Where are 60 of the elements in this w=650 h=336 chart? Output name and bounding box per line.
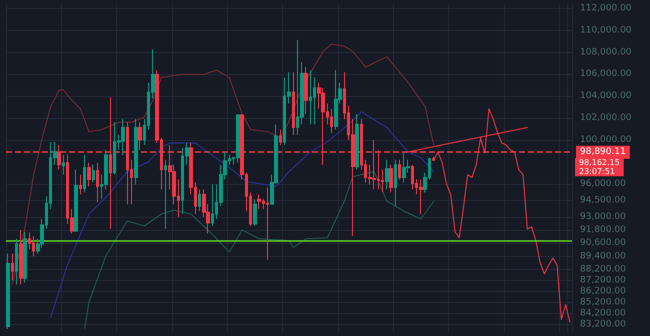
y-tick-label: 112,000.00 — [580, 3, 632, 14]
y-tick-label: 89,400.00 — [580, 251, 626, 262]
candlestick — [83, 154, 86, 193]
candlestick — [138, 122, 142, 150]
y-tick-label: 104,000.00 — [580, 91, 632, 102]
y-tick-label: 83,200.00 — [580, 319, 626, 330]
candlestick — [236, 113, 240, 164]
candlestick — [15, 238, 18, 285]
candlestick — [334, 70, 338, 130]
candlestick — [32, 236, 35, 257]
candlestick — [292, 72, 295, 136]
candlestick — [96, 162, 99, 203]
y-tick-label: 93,000.00 — [580, 212, 626, 222]
candlestick — [74, 169, 78, 232]
candlestick — [164, 159, 167, 230]
candlestick — [79, 174, 82, 195]
y-tick-label: 110,000.00 — [580, 25, 632, 36]
candlestick — [62, 154, 65, 176]
candlestick — [257, 194, 261, 210]
y-tick-label: 87,200.00 — [580, 275, 626, 286]
y-tick-label: 90,600.00 — [580, 238, 626, 248]
y-tick-label: 96,000.00 — [580, 178, 626, 189]
candlestick — [389, 164, 393, 193]
candlestick — [121, 118, 125, 156]
candlestick — [253, 198, 257, 226]
candlestick — [23, 231, 27, 284]
candlestick — [211, 184, 214, 226]
candlestick — [394, 159, 397, 207]
y-tick-label: 88,200.00 — [580, 264, 626, 274]
y-tick-label: 86,200.00 — [580, 286, 626, 296]
y-tick-label: 84,200.00 — [580, 308, 626, 318]
line-series — [84, 171, 434, 329]
y-tick-label: 108,000.00 — [580, 47, 632, 58]
ref-line-label: 98,890.11 — [580, 147, 626, 158]
y-tick-label: 106,000.00 — [580, 69, 632, 80]
y-tick-label: 85,200.00 — [580, 297, 626, 308]
y-tick-label: 91,800.00 — [580, 224, 626, 235]
candlestick — [304, 66, 308, 114]
line-series — [50, 111, 434, 318]
candlestick — [87, 162, 91, 187]
candlestick — [402, 152, 406, 183]
y-tick-label: 94,500.00 — [580, 195, 626, 206]
candlestick — [309, 70, 312, 125]
candlestick — [419, 179, 423, 215]
candlestick — [92, 164, 95, 183]
y-tick-label: 100,000.00 — [580, 135, 632, 146]
candlestick — [355, 113, 359, 170]
line-series — [12, 44, 434, 285]
candlestick — [198, 188, 201, 212]
candlestick — [398, 159, 401, 180]
candlestick — [19, 229, 23, 285]
candlestick — [11, 253, 14, 281]
text: 23:07:51 — [579, 167, 615, 176]
candlestick — [134, 118, 138, 185]
candlestick — [385, 159, 389, 190]
candlestick — [266, 186, 269, 260]
candlestick — [6, 253, 10, 330]
candlestick — [279, 129, 282, 146]
text: 98,162.15 — [579, 158, 620, 168]
y-tick-label: 102,000.00 — [580, 113, 632, 124]
